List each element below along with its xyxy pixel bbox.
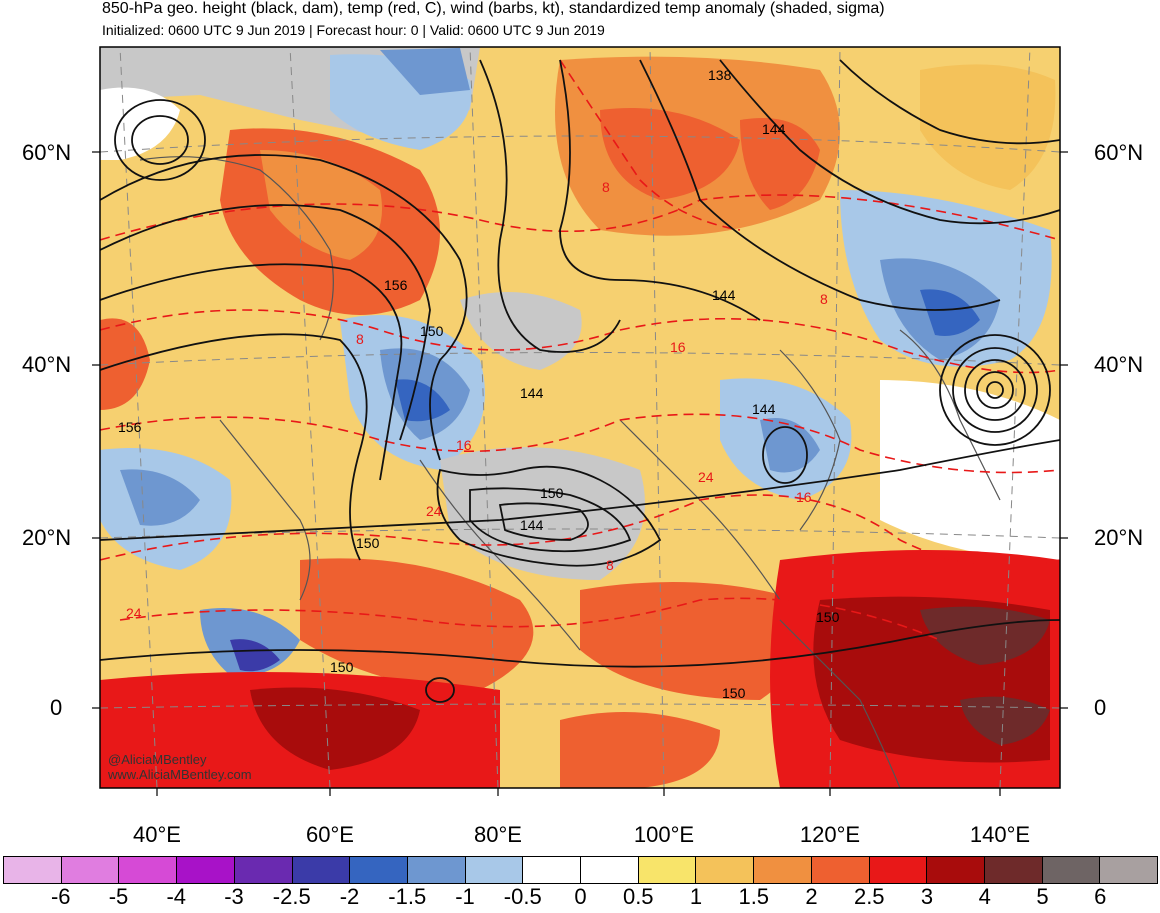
temp-label: 8 bbox=[356, 331, 364, 347]
map-subtitle: Initialized: 0600 UTC 9 Jun 2019 | Forec… bbox=[102, 22, 605, 38]
height-label: 150 bbox=[420, 323, 444, 339]
colorbar-swatch bbox=[292, 857, 351, 883]
colorbar-swatch bbox=[811, 857, 870, 883]
lon-label: 60°E bbox=[306, 822, 354, 847]
axis-ticks bbox=[92, 151, 1068, 796]
colorbar-swatch bbox=[754, 857, 812, 883]
colorbar-swatch bbox=[869, 857, 928, 883]
colorbar-label: 0 bbox=[574, 884, 587, 909]
graticule bbox=[100, 47, 1060, 788]
lat-label-left: 20°N bbox=[22, 525, 72, 550]
colorbar-label: -2 bbox=[339, 884, 360, 909]
colorbar-label: 1.5 bbox=[738, 884, 770, 909]
lat-label-left: 40°N bbox=[22, 352, 72, 377]
temp-label: 8 bbox=[820, 291, 828, 307]
colorbar-swatch bbox=[465, 857, 524, 883]
colorbar-label: 1 bbox=[689, 884, 703, 909]
colorbar-label: -6 bbox=[50, 884, 71, 909]
lon-label: 40°E bbox=[133, 822, 181, 847]
colorbar-label: 2.5 bbox=[853, 884, 885, 909]
temp-label: 24 bbox=[698, 469, 714, 485]
height-label: 138 bbox=[708, 67, 732, 83]
lon-label: 100°E bbox=[633, 822, 695, 847]
height-label: 144 bbox=[752, 401, 776, 417]
colorbar-label: -5 bbox=[108, 884, 129, 909]
watermark-handle: @AliciaMBentley bbox=[108, 752, 207, 767]
colorbar-label: -4 bbox=[166, 884, 187, 909]
temp-label: 24 bbox=[126, 605, 142, 621]
height-label: 150 bbox=[722, 685, 746, 701]
colorbar-label: 3 bbox=[920, 884, 934, 909]
colorbar-label: -0.5 bbox=[503, 884, 542, 909]
colorbar-swatch bbox=[581, 857, 639, 883]
height-label: 144 bbox=[712, 287, 736, 303]
height-label: 144 bbox=[762, 121, 786, 137]
lat-label-right: 0 bbox=[1094, 695, 1107, 720]
colorbar-label: 4 bbox=[978, 884, 991, 909]
height-label: 150 bbox=[540, 485, 564, 501]
lat-label-left: 60°N bbox=[22, 140, 72, 165]
colorbar-swatch bbox=[984, 857, 1043, 883]
lon-label: 80°E bbox=[474, 822, 522, 847]
temp-label: 8 bbox=[602, 179, 610, 195]
height-label: 150 bbox=[356, 535, 380, 551]
temp-label: 24 bbox=[426, 503, 442, 519]
temp-label: 16 bbox=[670, 339, 686, 355]
colorbar-label: 0.5 bbox=[622, 884, 654, 909]
colorbar-label: -1.5 bbox=[388, 884, 427, 909]
colorbar-swatch bbox=[407, 857, 466, 883]
lon-label: 140°E bbox=[969, 822, 1031, 847]
colorbar-label: 5 bbox=[1036, 884, 1049, 909]
temp-label: 16 bbox=[796, 489, 812, 505]
height-contours bbox=[100, 59, 1060, 703]
colorbar-swatch bbox=[350, 857, 408, 883]
temp-label: 16 bbox=[456, 437, 472, 453]
colorbar-swatch bbox=[119, 857, 178, 883]
colorbar-swatch bbox=[523, 857, 582, 883]
colorbar-label: 6 bbox=[1094, 884, 1107, 909]
colorbar-swatch bbox=[696, 857, 755, 883]
colorbar-swatch bbox=[234, 857, 293, 883]
colorbar-label: -2.5 bbox=[272, 884, 311, 909]
height-label: 144 bbox=[520, 517, 544, 533]
colorbar-label: -3 bbox=[224, 884, 244, 909]
colorbar-swatch bbox=[177, 857, 235, 883]
colorbar-swatch bbox=[1042, 857, 1101, 883]
map-border bbox=[99, 46, 1061, 789]
lon-label: 120°E bbox=[799, 822, 861, 847]
colorbar-label: -1 bbox=[455, 884, 475, 909]
temp-label: 8 bbox=[606, 557, 614, 573]
height-label: 156 bbox=[118, 419, 142, 435]
contour-labels: 138 144 156 150 144 144 144 156 150 144 … bbox=[118, 67, 840, 701]
colorbar-swatch bbox=[927, 857, 985, 883]
lat-label-left: 0 bbox=[50, 695, 63, 720]
height-label: 150 bbox=[816, 609, 840, 625]
lat-label-right: 20°N bbox=[1094, 525, 1144, 550]
colorbar-swatch bbox=[61, 857, 120, 883]
colorbar-swatch bbox=[638, 857, 697, 883]
anomaly-colorbar bbox=[3, 856, 1158, 884]
map-title: 850-hPa geo. height (black, dam), temp (… bbox=[102, 0, 885, 17]
colorbar-swatch bbox=[4, 857, 62, 883]
lat-label-right: 40°N bbox=[1094, 352, 1144, 377]
colorbar-swatch bbox=[1100, 857, 1158, 883]
anomaly-shading bbox=[100, 47, 1060, 788]
watermark-url: www.AliciaMBentley.com bbox=[108, 767, 252, 782]
height-label: 144 bbox=[520, 385, 544, 401]
colorbar-label: 2 bbox=[805, 884, 818, 909]
height-label: 156 bbox=[384, 277, 408, 293]
height-label: 150 bbox=[330, 659, 354, 675]
lat-label-right: 60°N bbox=[1094, 140, 1144, 165]
